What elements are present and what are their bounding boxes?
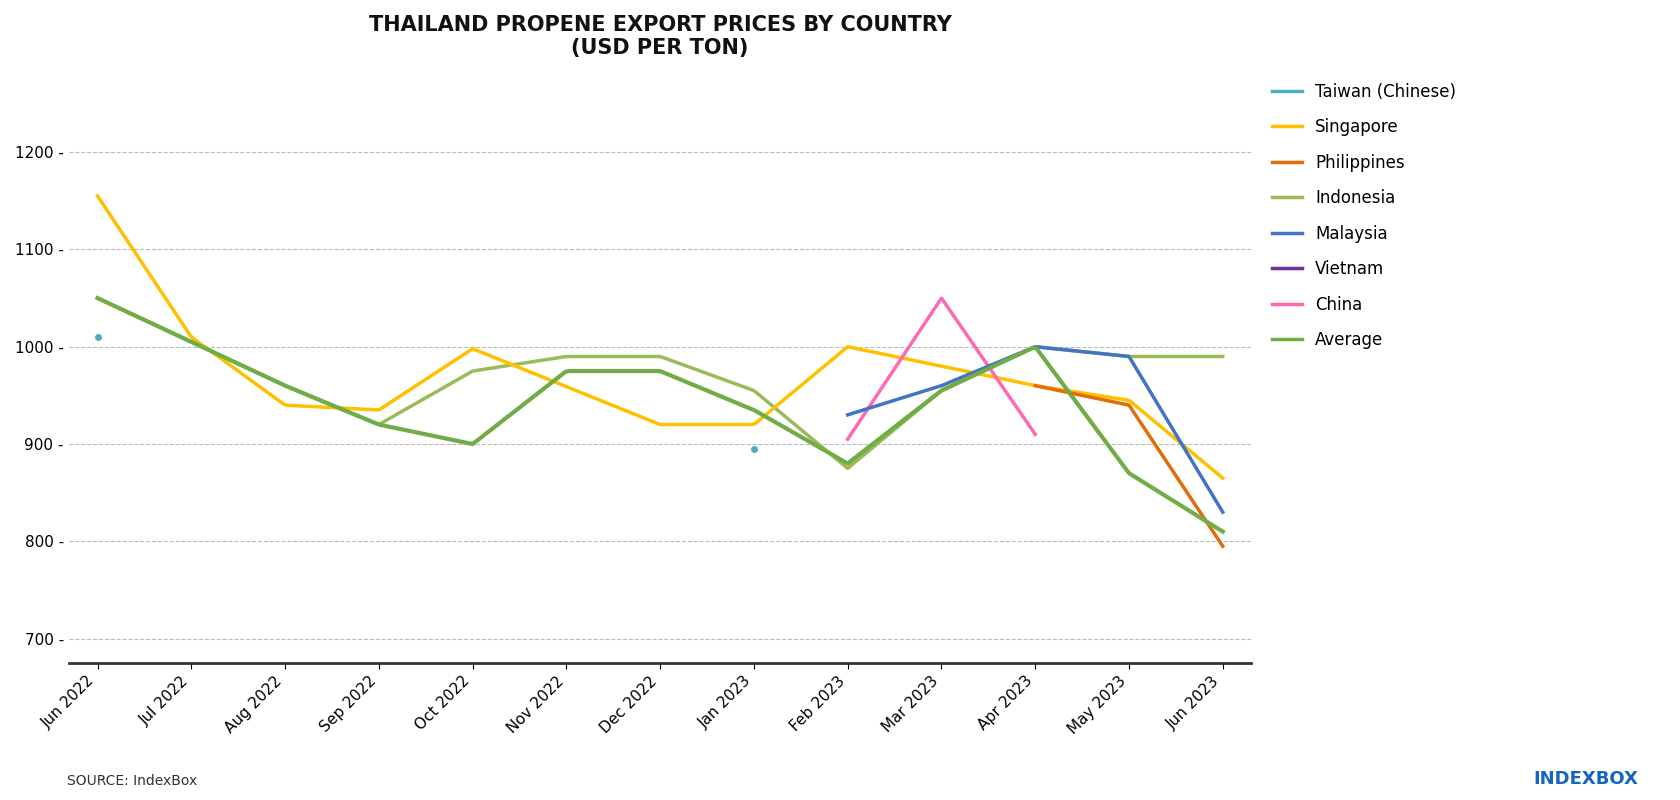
Singapore <box>533 373 553 382</box>
Philippines <box>1099 396 1119 406</box>
Line: Indonesia: Indonesia <box>97 298 1223 468</box>
Line: Taiwan (Chinese): Taiwan (Chinese) <box>94 334 756 452</box>
Malaysia <box>1109 350 1129 360</box>
Average <box>906 406 926 416</box>
Average <box>223 357 244 366</box>
Indonesia <box>838 463 858 473</box>
Average <box>900 410 921 420</box>
Legend: Taiwan (Chinese), Singapore, Philippines, Indonesia, Malaysia, Vietnam, China, A: Taiwan (Chinese), Singapore, Philippines… <box>1265 76 1463 356</box>
Line: Average: Average <box>97 298 1223 532</box>
Line: Philippines: Philippines <box>1035 386 1223 546</box>
China <box>1025 430 1045 439</box>
Indonesia <box>909 405 929 414</box>
Singapore <box>223 362 244 372</box>
Philippines <box>1161 464 1181 474</box>
Malaysia <box>1110 351 1131 361</box>
Philippines <box>1087 394 1107 403</box>
Indonesia <box>795 429 815 438</box>
Taiwan (Chinese) <box>87 332 108 342</box>
Singapore <box>900 355 921 365</box>
China <box>838 434 858 444</box>
Philippines <box>1048 386 1068 395</box>
China <box>956 329 976 338</box>
Line: Malaysia: Malaysia <box>848 346 1223 512</box>
Singapore <box>795 377 815 386</box>
Average <box>1213 527 1233 537</box>
Line: Singapore: Singapore <box>97 196 1223 478</box>
Singapore <box>87 191 108 201</box>
Philippines <box>1213 542 1233 551</box>
Line: China: China <box>848 298 1035 439</box>
China <box>899 342 919 352</box>
Malaysia <box>882 396 902 406</box>
Philippines <box>1142 437 1163 446</box>
Singapore <box>1213 474 1233 483</box>
Indonesia <box>454 371 474 381</box>
Singapore <box>906 356 926 366</box>
Average <box>87 294 108 303</box>
Malaysia <box>1075 347 1095 357</box>
Philippines <box>1025 381 1045 390</box>
Average <box>795 434 815 444</box>
Indonesia <box>87 294 108 303</box>
Malaysia <box>986 358 1006 368</box>
China <box>973 354 993 364</box>
Title: THAILAND PROPENE EXPORT PRICES BY COUNTRY
(USD PER TON): THAILAND PROPENE EXPORT PRICES BY COUNTR… <box>368 15 951 58</box>
Malaysia <box>1213 507 1233 517</box>
China <box>974 356 995 366</box>
Taiwan (Chinese) <box>744 444 764 454</box>
China <box>932 294 953 303</box>
Indonesia <box>1213 352 1233 362</box>
Average <box>454 438 474 447</box>
China <box>912 322 932 332</box>
Philippines <box>1161 463 1181 473</box>
Malaysia <box>959 369 979 378</box>
Text: SOURCE: IndexBox: SOURCE: IndexBox <box>67 774 198 788</box>
China <box>860 401 880 410</box>
Indonesia <box>902 410 922 419</box>
Singapore <box>454 350 474 359</box>
Average <box>533 384 553 394</box>
Malaysia <box>838 410 858 420</box>
Indonesia <box>223 357 244 366</box>
Text: INDEXBOX: INDEXBOX <box>1534 770 1638 788</box>
Indonesia <box>533 355 553 365</box>
Malaysia <box>1025 342 1045 351</box>
